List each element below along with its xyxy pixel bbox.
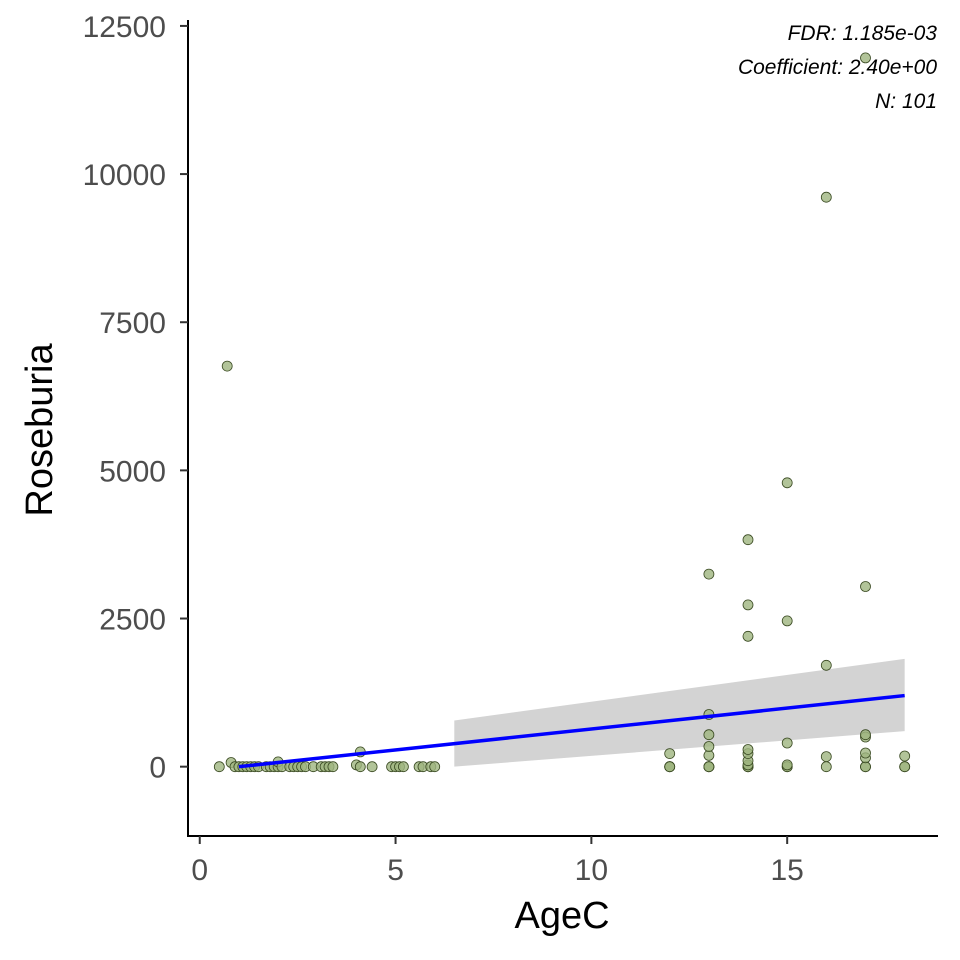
- data-point: [820, 659, 832, 671]
- data-point: [429, 761, 441, 773]
- data-point: [742, 630, 754, 642]
- y-tick-label: 7500: [99, 307, 166, 340]
- y-tick-label: 12500: [83, 11, 166, 44]
- data-point: [860, 581, 871, 592]
- data-point: [860, 52, 871, 64]
- y-tick-label: 2500: [99, 604, 166, 637]
- fdr-annotation: FDR: 1.185e-03: [788, 22, 938, 45]
- y-axis-ticks: 0 2500 5000 7500 10000 12500: [83, 11, 188, 785]
- confidence-band-layer: [454, 658, 905, 767]
- x-tick-label: 15: [770, 854, 803, 887]
- x-axis-ticks: 0 5 10 15: [191, 836, 804, 887]
- y-tick-label: 0: [149, 752, 166, 785]
- data-point: [703, 568, 715, 580]
- data-point: [703, 729, 715, 741]
- data-point: [899, 750, 911, 762]
- data-point: [397, 761, 409, 773]
- x-tick-label: 10: [575, 854, 608, 887]
- confidence-band: [454, 658, 905, 767]
- data-point: [781, 737, 793, 749]
- data-point: [742, 534, 754, 546]
- data-point: [221, 360, 233, 372]
- x-axis-title: AgeC: [514, 895, 609, 937]
- data-point: [820, 761, 832, 773]
- data-point: [703, 741, 715, 752]
- data-point: [781, 759, 793, 771]
- data-point: [664, 748, 676, 759]
- data-point: [664, 761, 676, 773]
- data-point: [703, 750, 715, 761]
- y-tick-label: 10000: [83, 159, 166, 192]
- data-point: [742, 744, 754, 755]
- data-points-layer: [213, 52, 911, 773]
- data-point: [742, 599, 754, 611]
- data-point: [213, 761, 225, 773]
- data-point: [354, 761, 366, 773]
- data-point: [327, 761, 339, 773]
- data-point: [899, 761, 911, 773]
- data-point: [703, 761, 715, 773]
- y-axis-title: Roseburia: [19, 343, 61, 517]
- data-point: [820, 751, 832, 762]
- fit-line: [238, 693, 905, 769]
- data-point: [781, 477, 793, 489]
- data-point: [781, 615, 793, 627]
- n-annotation: N: 101: [875, 90, 937, 113]
- x-tick-label: 5: [387, 854, 404, 887]
- data-point: [860, 729, 871, 741]
- data-point: [860, 747, 871, 759]
- data-point: [366, 761, 378, 773]
- data-point: [860, 761, 871, 773]
- coefficient-annotation: Coefficient: 2.40e+00: [738, 56, 937, 79]
- x-tick-label: 0: [191, 854, 208, 887]
- fit-line-layer: [238, 693, 905, 769]
- data-point: [820, 191, 832, 203]
- y-tick-label: 5000: [99, 455, 166, 488]
